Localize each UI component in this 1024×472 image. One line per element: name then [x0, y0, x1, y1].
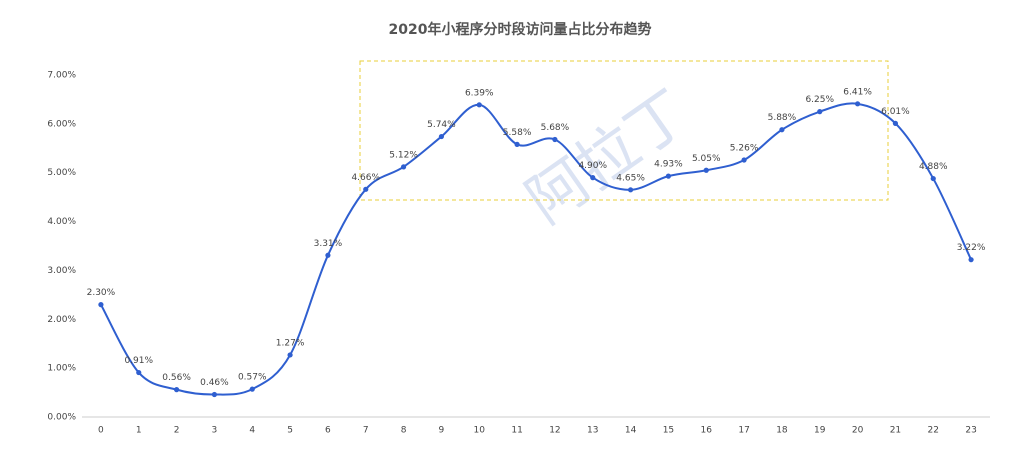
point	[514, 141, 520, 147]
line	[100, 102, 972, 396]
data-label: 6.25%	[805, 95, 834, 105]
point	[703, 167, 709, 173]
point	[665, 173, 672, 179]
data-label: 4.66%	[351, 173, 380, 183]
x-tick-label: 8	[401, 426, 407, 436]
x-tick-label: 17	[738, 426, 749, 436]
point	[476, 102, 482, 108]
x-tick-label: 16	[701, 426, 713, 436]
point	[438, 133, 445, 140]
y-tick-label: 4.00%	[47, 217, 76, 227]
data-label: 6.01%	[881, 107, 910, 117]
x-tick-label: 22	[928, 426, 939, 436]
point	[741, 157, 747, 163]
x-tick-label: 15	[663, 426, 674, 436]
data-label: 0.46%	[200, 378, 229, 388]
x-tick-label: 4	[249, 426, 255, 436]
data-label: 0.91%	[124, 356, 153, 366]
point	[854, 101, 861, 107]
data-label: 4.88%	[919, 162, 948, 172]
x-tick-label: 23	[965, 426, 976, 436]
data-label: 6.41%	[843, 87, 872, 97]
highlight-box	[359, 60, 889, 201]
x-tick-label: 6	[325, 426, 331, 436]
y-tick-label: 6.00%	[47, 119, 76, 129]
point	[590, 175, 596, 181]
data-label: 3.31%	[314, 239, 343, 249]
x-tick-label: 20	[852, 426, 864, 436]
data-label: 3.22%	[957, 243, 986, 253]
point	[400, 164, 407, 170]
point	[136, 369, 142, 376]
x-tick-label: 11	[511, 426, 522, 436]
data-label: 4.93%	[654, 160, 683, 170]
point	[211, 391, 218, 398]
watermark: 阿拉丁	[514, 77, 702, 238]
data-label: 0.57%	[238, 373, 267, 383]
data-label: 5.68%	[541, 123, 570, 133]
x-tick-label: 21	[890, 426, 901, 436]
data-label: 4.65%	[616, 173, 645, 183]
y-tick-label: 0.00%	[47, 413, 76, 423]
data-label: 5.74%	[427, 120, 456, 130]
y-tick-label: 5.00%	[47, 168, 76, 178]
data-label: 5.12%	[389, 150, 418, 160]
point	[627, 187, 634, 193]
data-label: 5.26%	[730, 144, 759, 154]
point	[968, 257, 974, 263]
x-tick-label: 7	[363, 426, 369, 436]
point	[287, 352, 293, 358]
y-tick-label: 1.00%	[47, 364, 76, 374]
point	[779, 127, 785, 133]
y-tick-label: 2.00%	[47, 315, 76, 325]
x-tick-label: 3	[212, 426, 218, 436]
x-tick-label: 18	[776, 426, 788, 436]
point	[173, 387, 180, 393]
x-tick-label: 19	[814, 426, 826, 436]
x-tick-label: 1	[136, 426, 142, 436]
y-tick-label: 3.00%	[47, 266, 76, 276]
point	[249, 386, 255, 392]
point	[817, 109, 823, 115]
chart-title: 2020年小程序分时段访问量占比分布趋势	[389, 21, 652, 38]
x-tick-label: 0	[98, 426, 104, 436]
point	[325, 252, 331, 258]
data-label: 5.88%	[768, 113, 797, 123]
x-tick-label: 14	[625, 426, 637, 436]
data-label: 0.56%	[162, 373, 191, 383]
data-label: 5.05%	[692, 154, 721, 164]
point	[892, 120, 899, 126]
data-label: 6.39%	[465, 88, 494, 98]
x-tick-label: 13	[587, 426, 598, 436]
x-tick-label: 9	[439, 426, 445, 436]
point	[930, 175, 936, 182]
x-tick-label: 10	[474, 426, 486, 436]
data-label: 4.90%	[578, 161, 607, 171]
point	[363, 186, 369, 192]
point	[98, 302, 104, 308]
y-tick-label: 7.00%	[47, 71, 76, 81]
data-label: 1.27%	[276, 338, 305, 348]
data-label: 2.30%	[87, 288, 116, 298]
x-tick-label: 12	[549, 426, 560, 436]
x-tick-label: 2	[174, 426, 180, 436]
point	[552, 136, 558, 143]
x-tick-label: 5	[287, 426, 293, 436]
data-label: 5.58%	[503, 128, 532, 138]
